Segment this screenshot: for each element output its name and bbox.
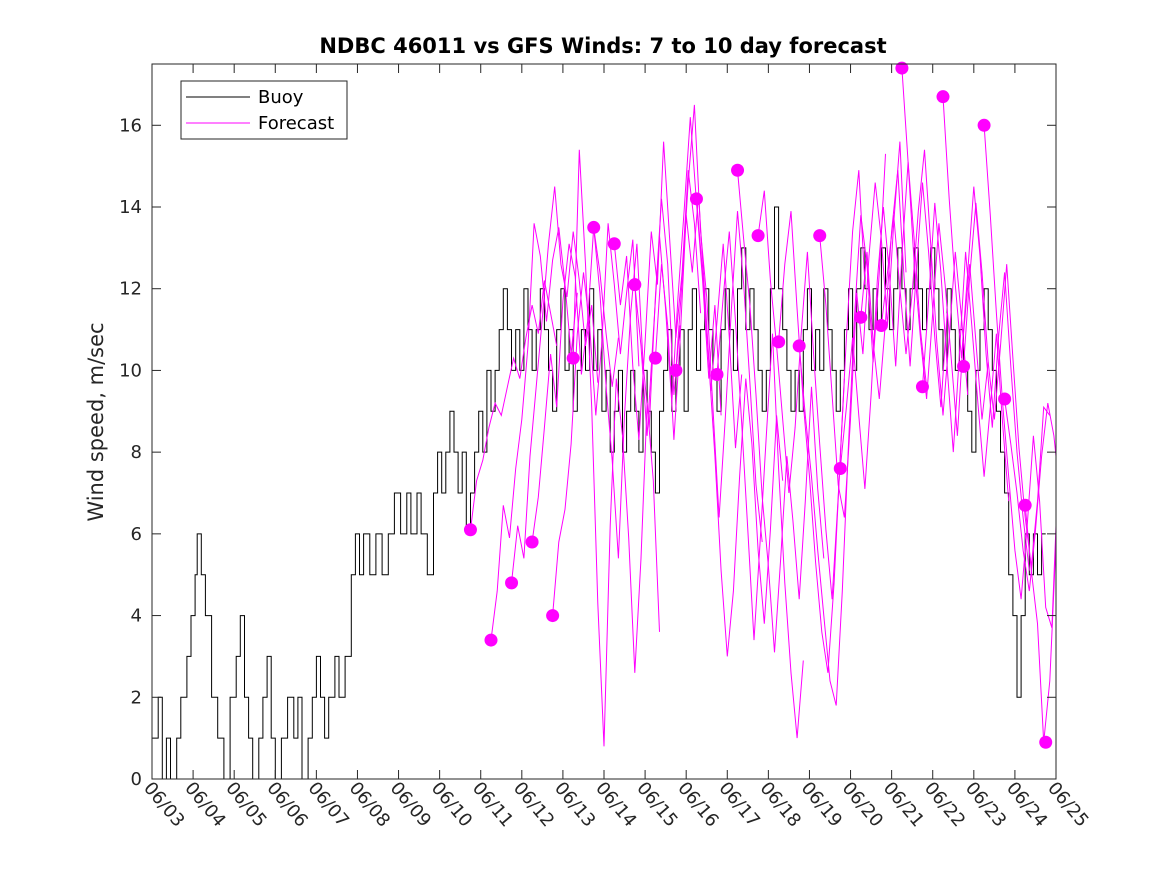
forecast-marker-3: [525, 535, 539, 549]
forecast-marker-2: [505, 576, 519, 590]
series-line-forecast-6: [572, 149, 660, 747]
series-line-forecast-1: [470, 280, 558, 530]
series-line-forecast-16: [778, 170, 866, 673]
forecast-marker-5: [566, 351, 580, 365]
x-tick-label-1: 06/04: [180, 778, 229, 831]
legend-box: [180, 80, 348, 140]
forecast-marker-27: [1018, 498, 1032, 512]
forecast-marker-26: [998, 392, 1012, 406]
y-tick-label-3: 6: [131, 524, 142, 545]
x-tick-label-20: 06/23: [961, 778, 1010, 831]
series-line-forecast-24: [942, 96, 1030, 571]
x-tick-label-22: 06/25: [1043, 778, 1092, 831]
series-line-forecast-8: [613, 141, 702, 440]
series-line-forecast-9: [634, 117, 722, 436]
x-tick-label-21: 06/24: [1002, 778, 1051, 831]
forecast-marker-23: [936, 90, 950, 104]
series-line-buoy: [152, 206, 1046, 779]
series-line-forecast-25: [963, 202, 1051, 567]
x-tick-label-15: 06/18: [756, 778, 805, 831]
x-tick-label-11: 06/14: [591, 778, 640, 831]
forecast-marker-13: [731, 163, 745, 177]
series-line-forecast-13: [716, 231, 804, 739]
x-tick-label-5: 06/08: [345, 778, 394, 831]
plot-area: [152, 61, 1056, 779]
forecast-marker-21: [895, 61, 909, 75]
series-line-forecast-26: [983, 125, 1056, 628]
legend-label-buoy: Buoy: [258, 87, 304, 108]
series-line-forecast-22: [901, 68, 989, 436]
forecast-marker-6: [587, 220, 601, 234]
forecast-marker-18: [833, 461, 847, 475]
x-tick-label-17: 06/20: [838, 778, 887, 831]
forecast-marker-14: [751, 229, 765, 243]
forecast-marker-17: [813, 229, 827, 243]
y-tick-label-0: 0: [131, 769, 142, 790]
x-tick-label-18: 06/21: [879, 778, 928, 831]
x-tick-label-16: 06/19: [797, 778, 846, 831]
forecast-marker-9: [648, 351, 662, 365]
forecast-marker-28: [1039, 735, 1053, 749]
series-line-forecast-5: [552, 223, 640, 616]
forecast-marker-0: [463, 523, 477, 537]
forecast-marker-19: [854, 310, 868, 324]
axes: 024681012141606/0306/0406/0506/0606/0706…: [119, 63, 1093, 831]
series-line-forecast-19: [839, 162, 928, 489]
x-tick-label-6: 06/09: [386, 778, 435, 831]
y-tick-label-5: 10: [119, 360, 142, 381]
x-tick-label-0: 06/03: [139, 778, 188, 831]
series-line-forecast-15: [757, 190, 845, 600]
forecast-marker-11: [689, 192, 703, 206]
y-tick-label-8: 16: [119, 115, 142, 136]
forecast-marker-10: [669, 363, 683, 377]
forecast-marker-20: [874, 318, 888, 332]
y-axis-label: Wind speed, m/sec: [84, 322, 108, 521]
series-line-forecast-17: [798, 153, 886, 706]
x-tick-label-12: 06/15: [632, 778, 681, 831]
forecast-marker-15: [772, 335, 786, 349]
x-tick-label-10: 06/13: [550, 778, 599, 831]
x-tick-label-19: 06/22: [920, 778, 969, 831]
forecast-marker-25: [977, 118, 991, 132]
plot-frame: [151, 63, 1057, 780]
series-line-forecast-7: [593, 198, 681, 559]
series-line-forecast-11: [675, 104, 763, 543]
x-tick-label-4: 06/07: [304, 778, 353, 831]
series-line-forecast-21: [880, 149, 969, 416]
y-tick-label-1: 2: [131, 687, 142, 708]
forecast-marker-16: [792, 339, 806, 353]
forecast-marker-24: [957, 359, 971, 373]
series-line-forecast-27: [1004, 398, 1056, 592]
legend-label-forecast: Forecast: [258, 113, 334, 134]
x-tick-label-13: 06/16: [673, 778, 722, 831]
x-tick-label-7: 06/10: [427, 778, 476, 831]
forecast-marker-4: [546, 609, 560, 623]
forecast-marker-1: [484, 633, 498, 647]
forecast-marker-8: [628, 278, 642, 292]
y-tick-label-2: 4: [131, 606, 142, 627]
x-tick-label-8: 06/11: [468, 778, 517, 831]
x-tick-label-14: 06/17: [714, 778, 763, 831]
series-line-forecast-14: [737, 170, 825, 653]
series-line-forecast-23: [922, 202, 1010, 502]
y-tick-label-7: 14: [119, 197, 142, 218]
forecast-marker-22: [915, 380, 929, 394]
series-line-forecast-3: [511, 186, 599, 583]
x-tick-label-9: 06/12: [509, 778, 558, 831]
chart-title: NDBC 46011 vs GFS Winds: 7 to 10 day for…: [319, 34, 886, 58]
legend: Buoy Forecast: [180, 80, 348, 140]
x-tick-label-2: 06/05: [221, 778, 270, 831]
forecast-marker-7: [607, 237, 621, 251]
series-line-forecast-18: [819, 141, 907, 518]
x-tick-label-3: 06/06: [262, 778, 311, 831]
y-tick-label-6: 12: [119, 279, 142, 300]
series-line-forecast-28: [1024, 505, 1056, 743]
forecast-marker-12: [710, 368, 724, 382]
plot-series-group: [152, 68, 1056, 779]
series-line-forecast-2: [490, 223, 578, 641]
y-tick-label-4: 8: [131, 442, 142, 463]
